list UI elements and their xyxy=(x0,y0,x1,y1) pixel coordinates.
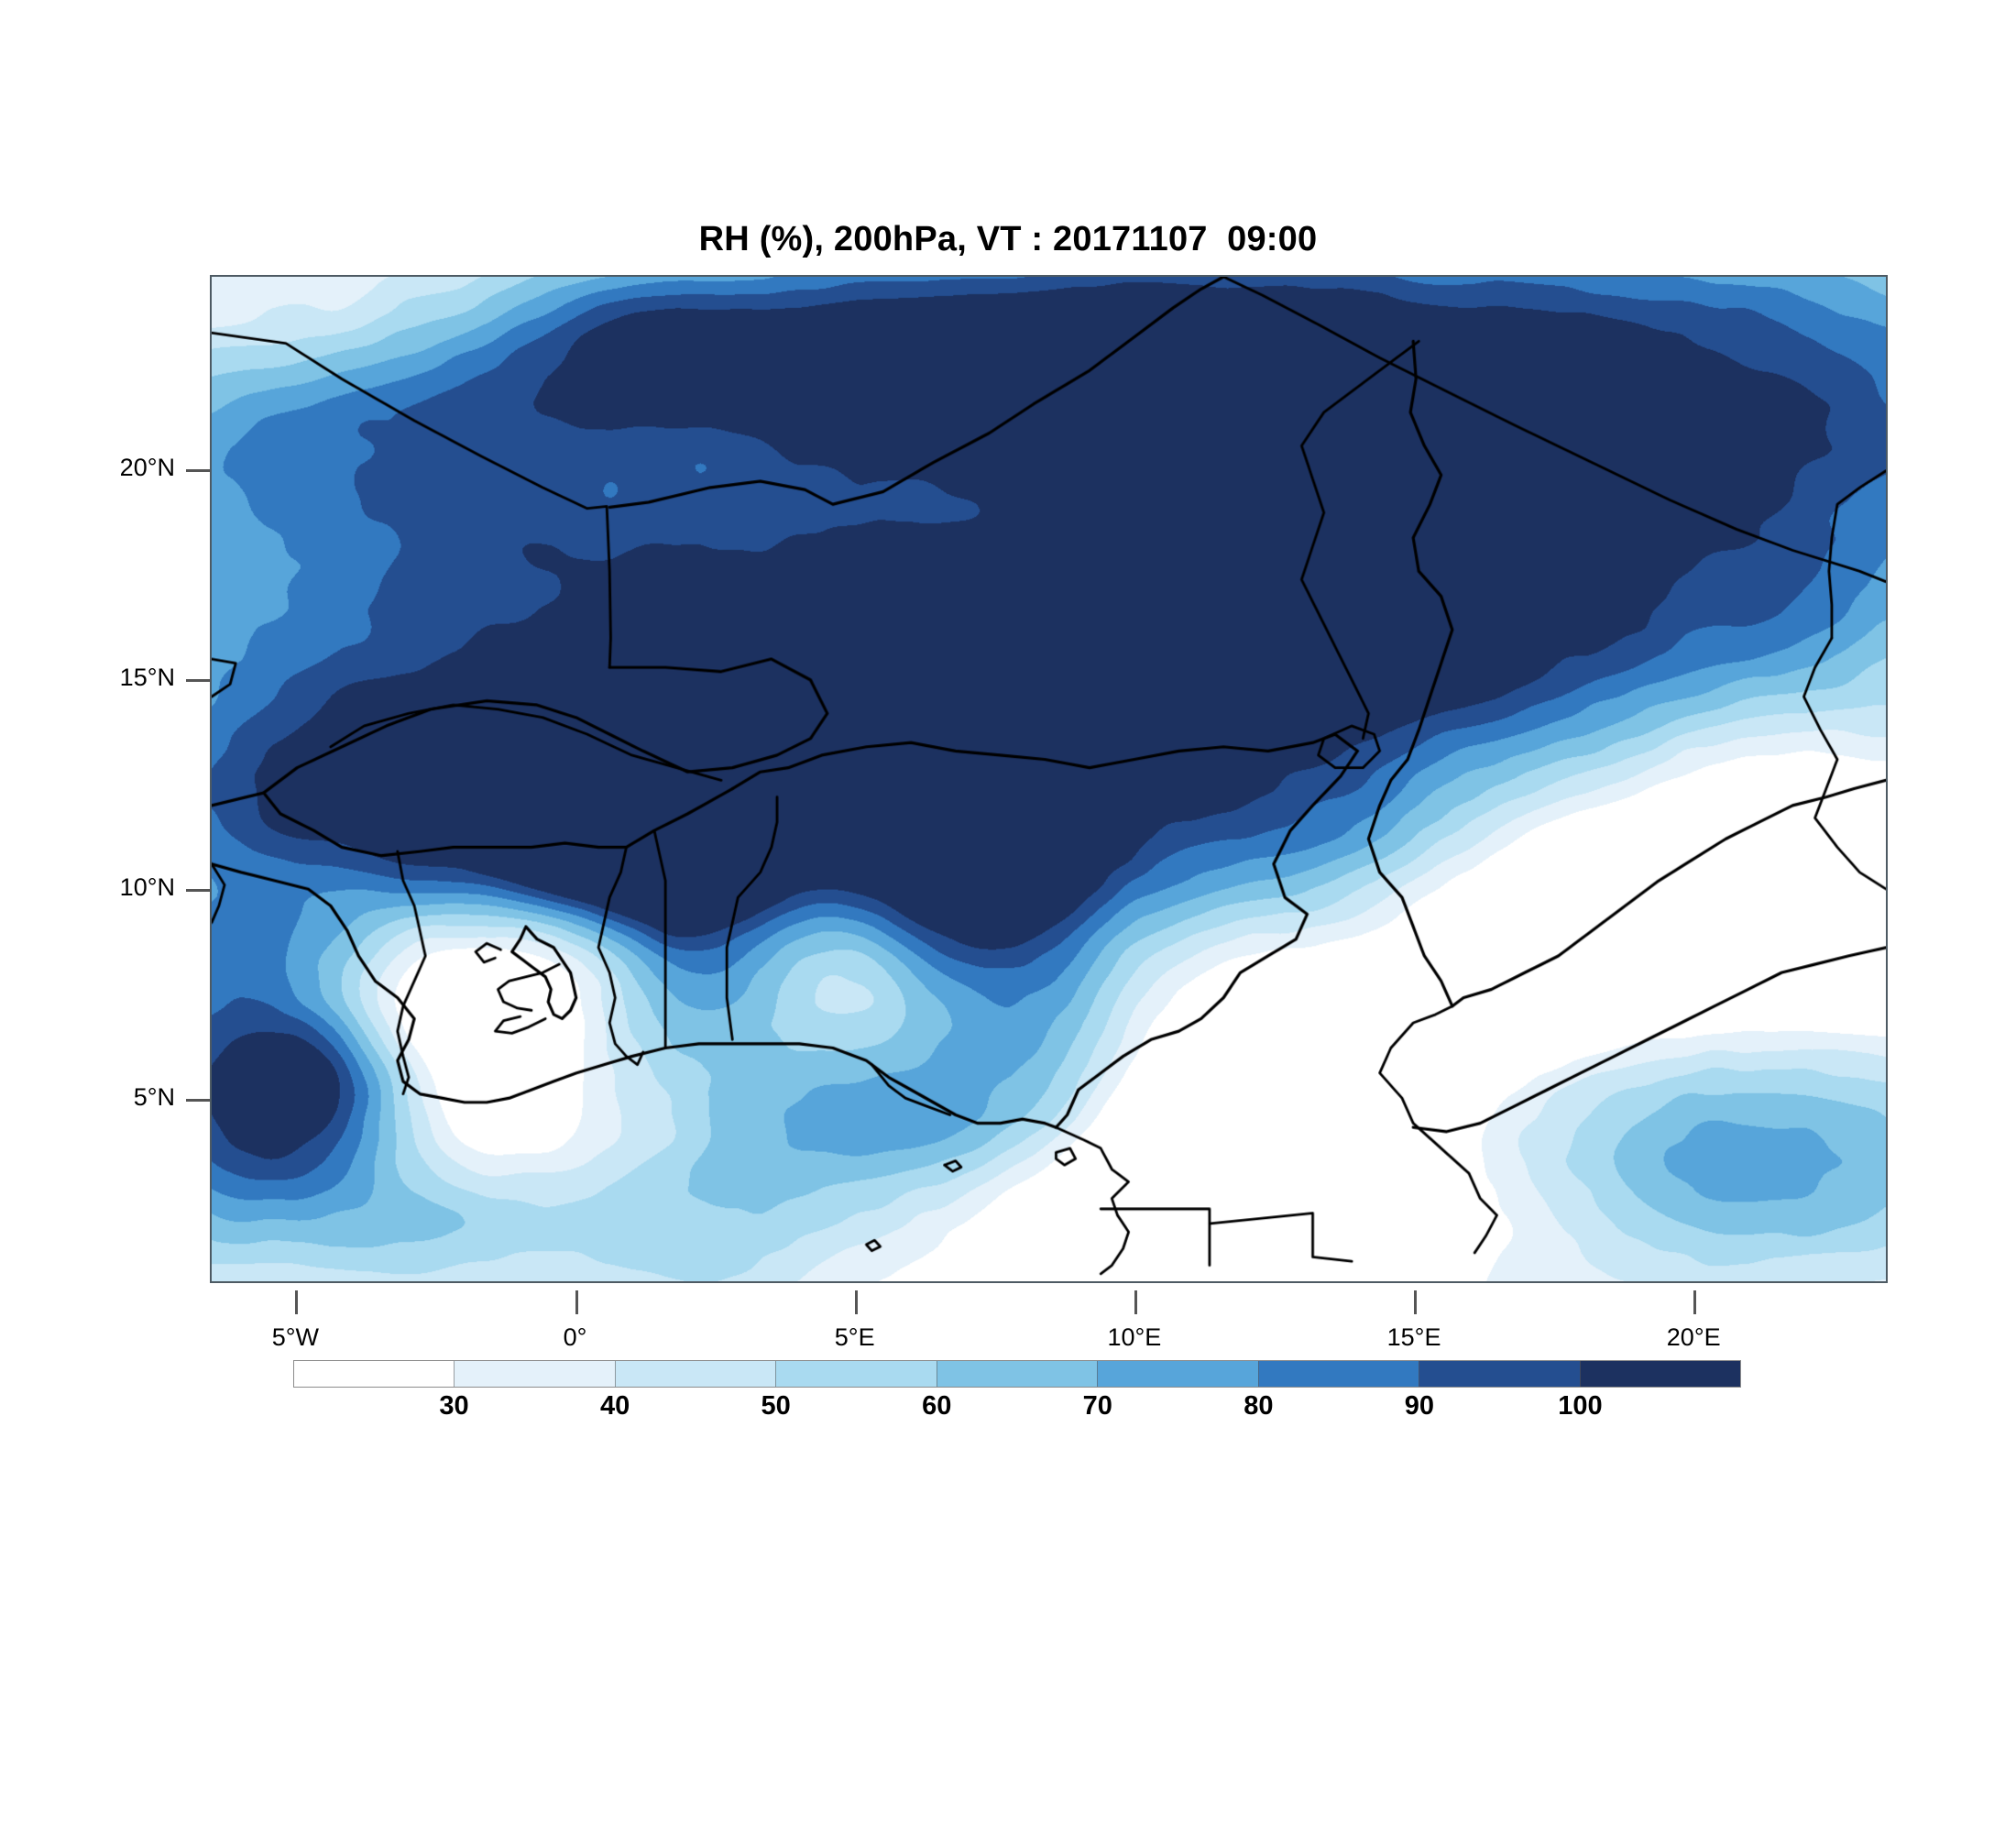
colorbar-segment xyxy=(936,1361,1098,1387)
colorbar xyxy=(293,1360,1741,1388)
longitude-tick-label: 0° xyxy=(563,1323,587,1351)
latitude-tick-mark xyxy=(186,679,210,683)
colorbar-tick-label: 80 xyxy=(1244,1391,1274,1421)
latitude-tick-mark xyxy=(186,469,210,473)
colorbar-segment xyxy=(1097,1361,1258,1387)
map-plot-area xyxy=(210,275,1888,1283)
colorbar-tick-label: 40 xyxy=(599,1391,630,1421)
colorbar-segment xyxy=(294,1361,455,1387)
longitude-tick-label: 5°W xyxy=(271,1323,320,1351)
longitude-tick-mark xyxy=(1134,1290,1137,1314)
longitude-tick-mark xyxy=(295,1290,299,1314)
colorbar-segment xyxy=(1257,1361,1419,1387)
colorbar-segment xyxy=(1579,1361,1740,1387)
longitude-tick-label: 15°E xyxy=(1386,1323,1441,1351)
latitude-tick-label: 20°N xyxy=(119,454,175,482)
latitude-tick-label: 5°N xyxy=(133,1083,175,1112)
colorbar-tick-label: 100 xyxy=(1558,1391,1603,1421)
longitude-tick-mark xyxy=(1414,1290,1418,1314)
colorbar-segment xyxy=(454,1361,615,1387)
colorbar-segment xyxy=(614,1361,776,1387)
longitude-tick-label: 10°E xyxy=(1107,1323,1162,1351)
colorbar-segment xyxy=(775,1361,937,1387)
latitude-tick-label: 15°N xyxy=(119,664,175,692)
longitude-tick-mark xyxy=(854,1290,858,1314)
colorbar-tick-label: 90 xyxy=(1404,1391,1434,1421)
page-title: RH (%), 200hPa, VT : 20171107 09:00 xyxy=(698,220,1318,258)
longitude-tick-mark xyxy=(1693,1290,1697,1314)
relative-humidity-field xyxy=(212,277,1886,1281)
latitude-tick-mark xyxy=(186,1099,210,1103)
longitude-tick-label: 5°E xyxy=(834,1323,875,1351)
colorbar-tick-label: 50 xyxy=(761,1391,791,1421)
colorbar-segment xyxy=(1419,1361,1580,1387)
longitude-tick-label: 20°E xyxy=(1666,1323,1721,1351)
colorbar-tick-label: 30 xyxy=(439,1391,469,1421)
colorbar-tick-label: 60 xyxy=(922,1391,952,1421)
latitude-tick-mark xyxy=(186,889,210,893)
latitude-tick-label: 10°N xyxy=(119,873,175,902)
longitude-tick-mark xyxy=(575,1290,578,1314)
colorbar-tick-label: 70 xyxy=(1082,1391,1112,1421)
